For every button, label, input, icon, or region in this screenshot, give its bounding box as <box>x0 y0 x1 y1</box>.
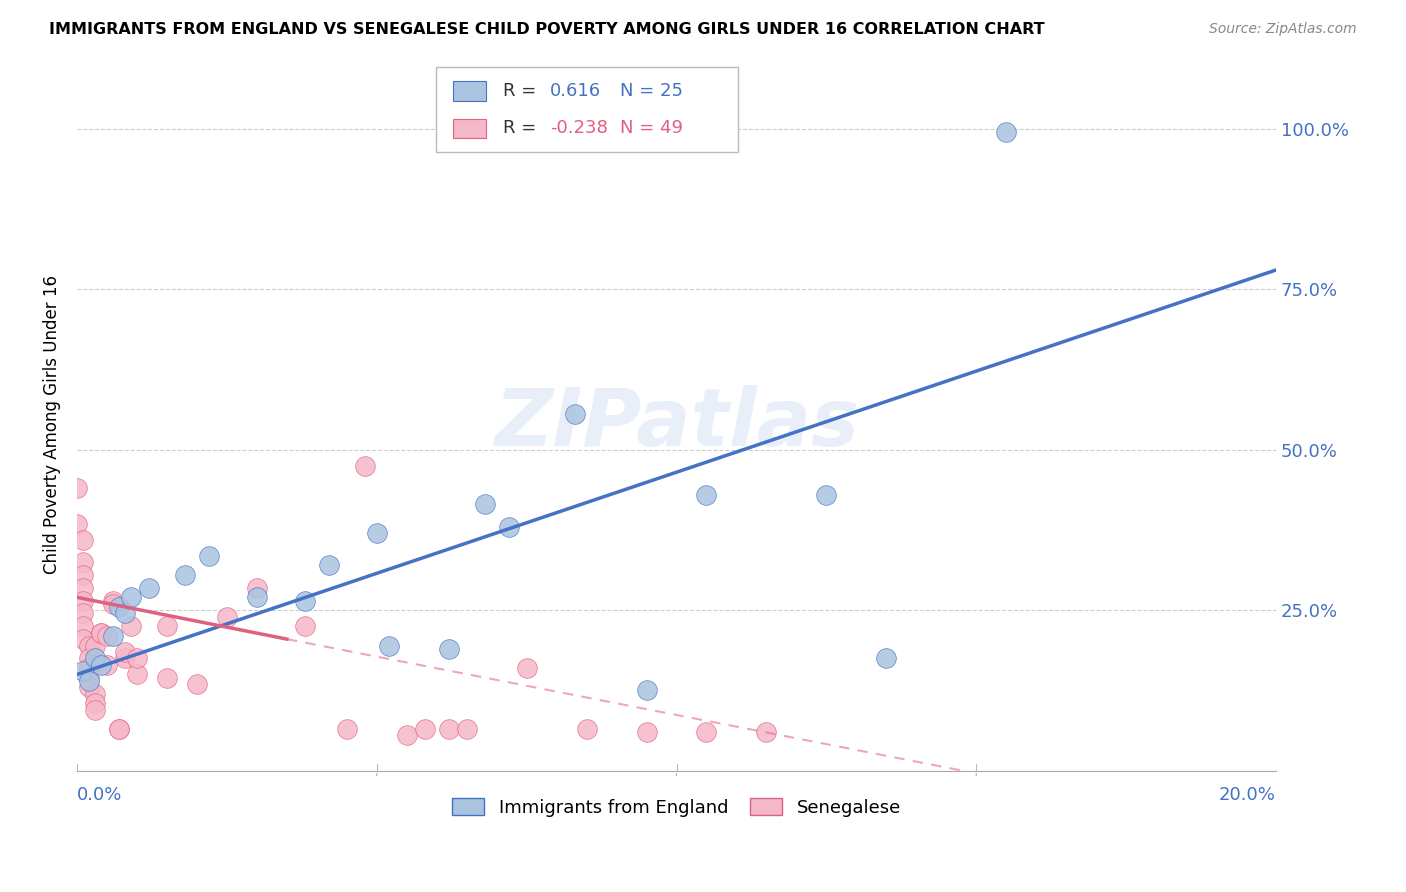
Point <box>575 722 598 736</box>
Point <box>72 664 94 678</box>
Point <box>456 722 478 736</box>
Point <box>90 657 112 672</box>
Point <box>101 629 124 643</box>
Point <box>120 619 142 633</box>
Point <box>84 651 107 665</box>
Point <box>114 645 136 659</box>
Point <box>108 722 131 736</box>
Point <box>755 725 778 739</box>
Point <box>516 661 538 675</box>
Point <box>437 641 460 656</box>
Point <box>353 458 375 473</box>
Text: 0.0%: 0.0% <box>77 786 122 804</box>
Point <box>72 607 94 621</box>
Point <box>66 516 89 531</box>
Point <box>77 671 100 685</box>
Point <box>815 488 838 502</box>
Point <box>138 581 160 595</box>
Point <box>246 591 269 605</box>
Point <box>125 667 148 681</box>
Point <box>366 526 388 541</box>
Point <box>215 609 238 624</box>
Point <box>378 639 401 653</box>
Point <box>90 625 112 640</box>
Point <box>72 533 94 547</box>
Point <box>72 619 94 633</box>
Point <box>84 696 107 710</box>
Point <box>695 725 717 739</box>
Point <box>77 673 100 688</box>
Point <box>66 481 89 495</box>
Text: N = 25: N = 25 <box>620 82 683 100</box>
Point <box>875 651 897 665</box>
Text: 20.0%: 20.0% <box>1219 786 1277 804</box>
Point <box>474 497 496 511</box>
Point <box>101 597 124 611</box>
Point <box>636 683 658 698</box>
Point <box>156 619 179 633</box>
Point <box>84 703 107 717</box>
Y-axis label: Child Poverty Among Girls Under 16: Child Poverty Among Girls Under 16 <box>44 275 60 574</box>
Point <box>995 125 1018 139</box>
Point <box>90 625 112 640</box>
Point <box>77 661 100 675</box>
Point <box>413 722 436 736</box>
Point <box>96 657 118 672</box>
Point <box>695 488 717 502</box>
Legend: Immigrants from England, Senegalese: Immigrants from England, Senegalese <box>444 791 908 824</box>
Text: 0.616: 0.616 <box>550 82 600 100</box>
Point <box>72 581 94 595</box>
Text: Source: ZipAtlas.com: Source: ZipAtlas.com <box>1209 22 1357 37</box>
Point <box>564 408 586 422</box>
Text: ZIPatlas: ZIPatlas <box>494 385 859 463</box>
Point <box>72 593 94 607</box>
Point <box>77 651 100 665</box>
Point <box>84 687 107 701</box>
Point <box>114 607 136 621</box>
Point <box>395 728 418 742</box>
Point <box>101 593 124 607</box>
Point <box>186 677 208 691</box>
Point <box>72 568 94 582</box>
Point <box>636 725 658 739</box>
Point <box>108 722 131 736</box>
Point <box>77 639 100 653</box>
Point <box>174 568 197 582</box>
Point <box>72 632 94 646</box>
Point <box>294 619 316 633</box>
Point <box>114 651 136 665</box>
Point <box>108 600 131 615</box>
Point <box>77 680 100 694</box>
Point <box>84 639 107 653</box>
Text: -0.238: -0.238 <box>550 120 607 137</box>
Point <box>294 593 316 607</box>
Point <box>156 671 179 685</box>
Point <box>72 555 94 569</box>
Point <box>498 520 520 534</box>
Text: R =: R = <box>503 82 537 100</box>
Point <box>437 722 460 736</box>
Text: R =: R = <box>503 120 537 137</box>
Text: IMMIGRANTS FROM ENGLAND VS SENEGALESE CHILD POVERTY AMONG GIRLS UNDER 16 CORRELA: IMMIGRANTS FROM ENGLAND VS SENEGALESE CH… <box>49 22 1045 37</box>
Point <box>125 651 148 665</box>
Point <box>336 722 359 736</box>
Point <box>318 558 340 573</box>
Text: N = 49: N = 49 <box>620 120 683 137</box>
Point <box>246 581 269 595</box>
Point <box>198 549 221 563</box>
Point <box>120 591 142 605</box>
Point <box>96 629 118 643</box>
